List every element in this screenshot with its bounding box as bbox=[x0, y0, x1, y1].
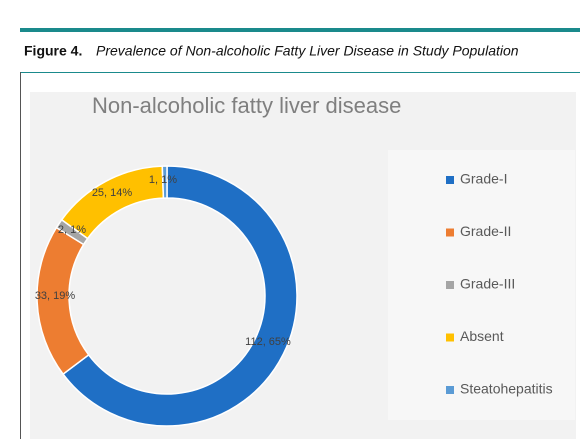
legend-swatch bbox=[446, 333, 454, 342]
legend-label: Grade-III bbox=[460, 276, 515, 292]
left-border bbox=[20, 72, 21, 439]
chart-title: Non-alcoholic fatty liver disease bbox=[92, 93, 401, 118]
data-label: 2, 1% bbox=[58, 224, 86, 236]
donut-slice bbox=[161, 165, 168, 199]
figure-caption: Prevalence of Non-alcoholic Fatty Liver … bbox=[96, 43, 519, 59]
legend-label: Grade-I bbox=[460, 171, 507, 187]
data-label: 33, 19% bbox=[35, 290, 76, 302]
top-rule bbox=[20, 28, 580, 32]
caption-rule bbox=[20, 72, 580, 73]
data-label: 25, 14% bbox=[92, 187, 133, 199]
data-label: 1, 1% bbox=[149, 174, 177, 186]
legend-label: Absent bbox=[460, 328, 504, 344]
figure-label: Figure 4. bbox=[24, 43, 82, 59]
legend-swatch bbox=[446, 281, 454, 289]
donut-slice bbox=[62, 165, 298, 427]
legend-box bbox=[388, 150, 575, 420]
legend-swatch bbox=[446, 176, 454, 184]
legend-label: Grade-II bbox=[460, 223, 511, 239]
legend-label: Steatohepatitis bbox=[460, 381, 553, 397]
legend-swatch bbox=[446, 386, 454, 394]
data-label: 112, 65% bbox=[245, 336, 291, 348]
legend-swatch bbox=[446, 228, 454, 237]
